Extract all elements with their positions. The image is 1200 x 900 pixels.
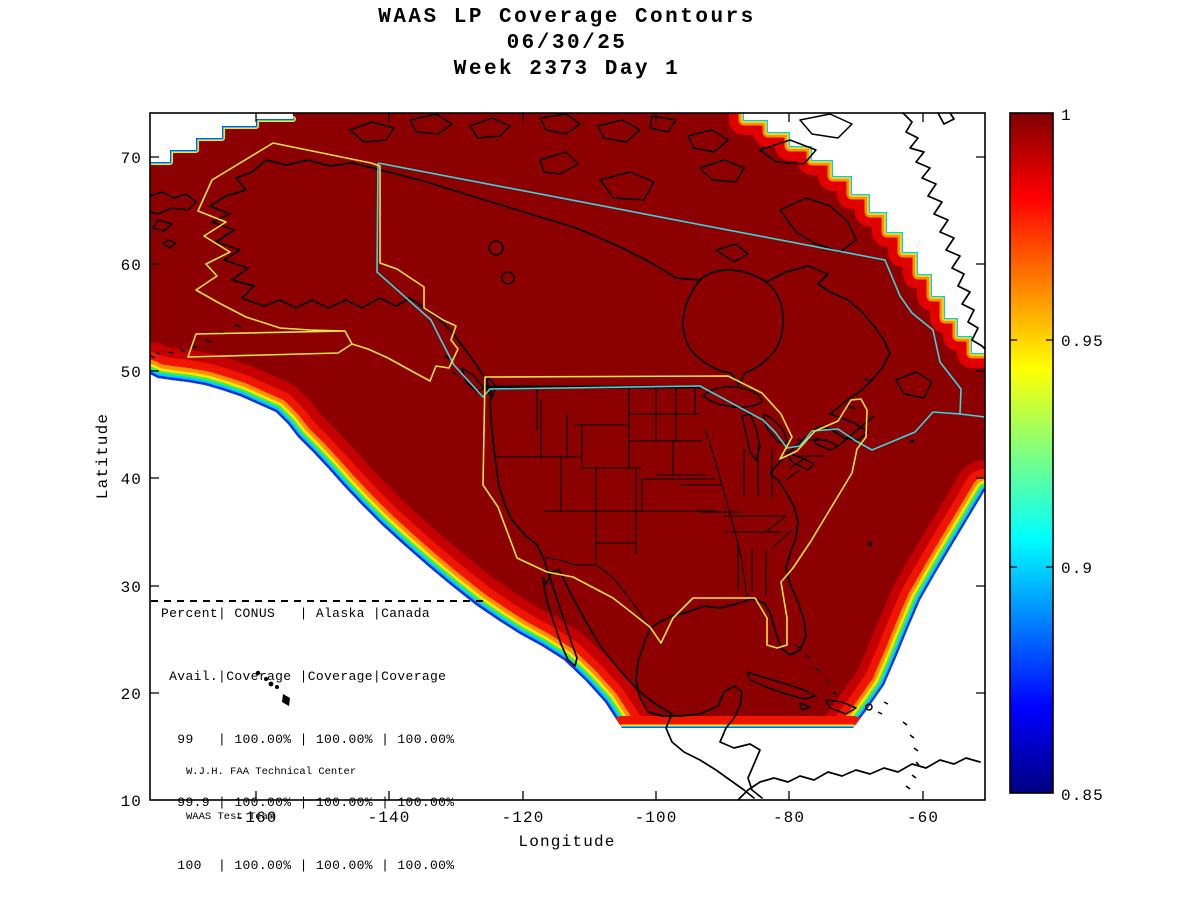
- x-tick-label: -140: [368, 809, 411, 827]
- alaska-service-volume-outline: [187, 142, 459, 382]
- x-tick-label: -100: [635, 809, 678, 827]
- y-tick-label: 50: [121, 364, 142, 382]
- x-tick-label: -160: [235, 809, 278, 827]
- vancouver-island: [443, 355, 497, 399]
- colorbar-ticks: [1010, 339, 1053, 568]
- fringe-northeast-steps: [729, 113, 985, 368]
- table-divider-dashed-line: [151, 600, 488, 602]
- x-tick-label: -120: [502, 809, 545, 827]
- y-tick-label: 20: [121, 686, 142, 704]
- y-tick-label: 70: [121, 150, 142, 168]
- y-tick-label: 60: [121, 257, 142, 275]
- availability-table-row-100: 100 | 100.00% | 100.00% | 100.00%: [161, 858, 455, 873]
- contour-fringe-bands: [150, 113, 985, 728]
- caribbean-islands: [746, 439, 920, 790]
- credit-line-2: WAAS Test Team: [186, 811, 275, 823]
- x-axis: -160 -140 -120 -100 -80 -60 Longitude: [235, 809, 939, 851]
- arctic-islands: [349, 113, 933, 410]
- plot-title: WAAS LP Coverage Contours: [378, 6, 756, 29]
- y-tick-label: 30: [121, 579, 142, 597]
- colorbar-labels: 1 0.95 0.9 0.85: [1061, 107, 1104, 805]
- x-axis-title: Longitude: [518, 833, 615, 851]
- availability-table-row-99: 99 | 100.00% | 100.00% | 100.00%: [161, 732, 455, 747]
- fringe-southeast: [823, 460, 985, 728]
- y-tick-label: 40: [121, 471, 142, 489]
- fringe-southwest: [150, 342, 654, 728]
- plot-frame: [149, 112, 986, 801]
- canada-service-volume-outline: [376, 162, 986, 451]
- fringe-topleft-steps: [150, 116, 296, 165]
- colorbar-tick-label: 1: [1061, 107, 1072, 125]
- coastlines: [149, 112, 986, 801]
- availability-table-header-row2: Avail.|Coverage |Coverage|Coverage: [161, 669, 447, 684]
- x-tick-label: -60: [907, 809, 939, 827]
- y-tick-label: 10: [121, 793, 142, 811]
- availability-table-row-99.9: 99.9 | 100.00% | 100.00% | 100.00%: [161, 795, 455, 810]
- plot-week-day: Week 2373 Day 1: [454, 58, 681, 81]
- colorbar-tick-label: 0.95: [1061, 333, 1104, 351]
- colorbar-tick-label: 0.85: [1061, 787, 1104, 805]
- availability-table: Percent| CONUS | Alaska |Canada Avail.|C…: [161, 561, 454, 897]
- plot-date: 06/30/25: [507, 32, 628, 55]
- titles: WAAS LP Coverage Contours 06/30/25 Week …: [378, 6, 756, 81]
- colorbar-tick-label: 0.9: [1061, 560, 1093, 578]
- colorbar-gradient: [1009, 112, 1054, 794]
- credit-annotation: W.J.H. FAA Technical Center WAAS Test Te…: [186, 735, 356, 840]
- conus-service-volume-outline: [482, 375, 868, 649]
- colorbar: [1009, 112, 1054, 794]
- y-axis-title: Latitude: [94, 413, 112, 499]
- x-tick-label: -80: [773, 809, 805, 827]
- availability-table-header-row1: Percent| CONUS | Alaska |Canada: [161, 606, 430, 621]
- axis-ticks: [150, 113, 985, 800]
- y-axis: 70 60 50 40 30 20 10 Latitude: [94, 150, 142, 811]
- hawaii-islands: [255, 670, 290, 706]
- credit-line-1: W.J.H. FAA Technical Center: [186, 766, 357, 778]
